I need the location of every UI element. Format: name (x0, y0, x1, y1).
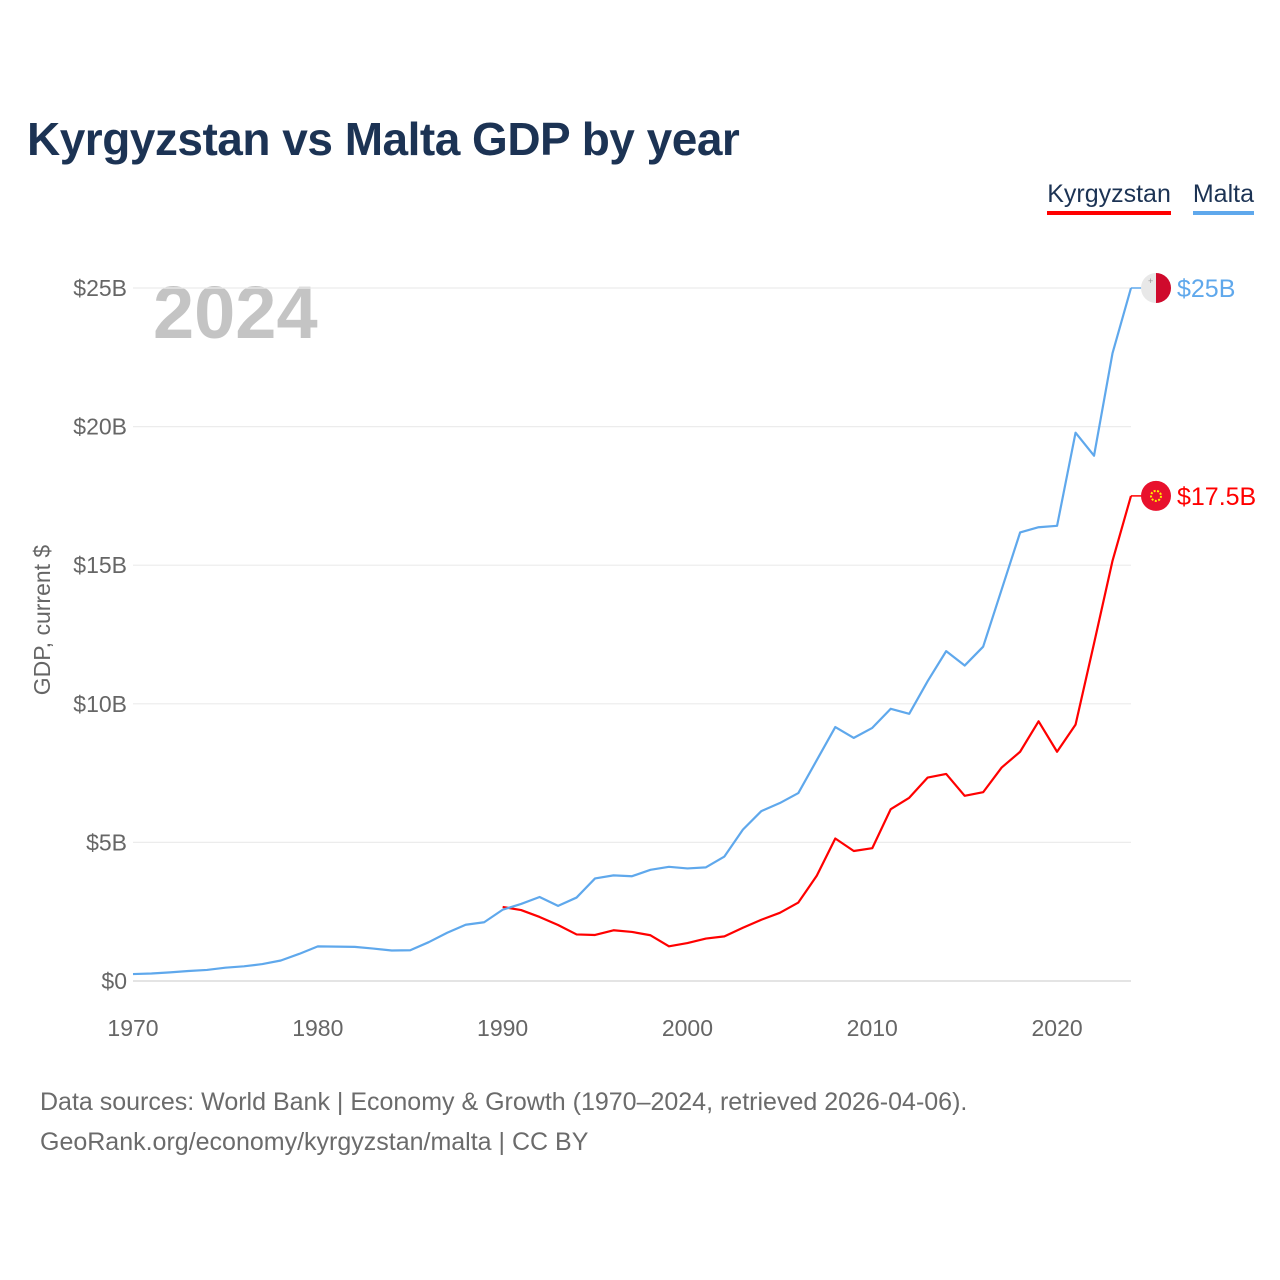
x-tick-label: 2000 (662, 1015, 713, 1041)
legend-item-kyrgyzstan[interactable]: Kyrgyzstan (1047, 180, 1171, 215)
malta-flag-red-half (1156, 273, 1171, 303)
end-value-label-malta: $25B (1177, 275, 1235, 303)
y-tick-label: $15B (73, 552, 127, 578)
footer: Data sources: World Bank | Economy & Gro… (40, 1082, 967, 1162)
x-tick-label: 1980 (292, 1015, 343, 1041)
legend-item-malta[interactable]: Malta (1192, 180, 1254, 215)
x-tick-label: 1990 (477, 1015, 528, 1041)
chart-title: Kyrgyzstan vs Malta GDP by year (27, 113, 740, 165)
kyrgyzstan-flag-icon (1141, 480, 1171, 511)
y-tick-label: $0 (101, 968, 127, 994)
y-tick-label: $10B (73, 691, 127, 717)
malta-cross-icon: + (1148, 276, 1153, 286)
x-tick-label: 2020 (1031, 1015, 1082, 1041)
y-tick-label: $20B (73, 414, 127, 440)
y-tick-label: $25B (73, 275, 127, 301)
y-axis-label: GDP, current $ (29, 545, 55, 696)
end-value-label-kyrgyzstan: $17.5B (1177, 483, 1256, 511)
legend: Kyrgyzstan Malta (1047, 180, 1254, 215)
series-line-malta (132, 287, 1133, 976)
series-line-kyrgyzstan (502, 495, 1133, 948)
y-tick-label: $5B (86, 829, 127, 855)
x-tick-label: 1970 (107, 1015, 158, 1041)
data-source-note: Data sources: World Bank | Economy & Gro… (40, 1088, 968, 1116)
source-link[interactable]: GeoRank.org/economy/kyrgyzstan/malta | C… (40, 1128, 589, 1156)
x-tick-label: 2010 (847, 1015, 898, 1041)
year-watermark: 2024 (153, 271, 318, 354)
kyrgyzstan-sun-icon (1150, 489, 1162, 502)
